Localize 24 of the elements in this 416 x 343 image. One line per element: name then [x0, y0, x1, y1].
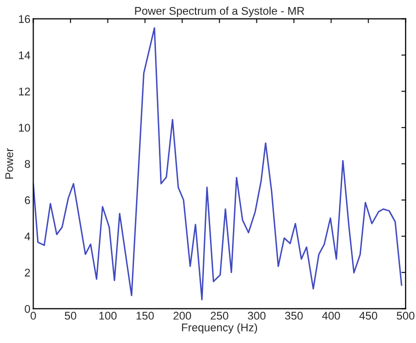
- y-tick-label: 10: [18, 124, 30, 132]
- x-tick-label: 0: [30, 312, 36, 320]
- y-tick-label: 0: [24, 304, 30, 313]
- x-tick-label: 350: [285, 312, 303, 320]
- y-tick-label: 8: [24, 160, 30, 168]
- x-tick-label: 250: [210, 312, 228, 320]
- x-tick-label: 300: [248, 312, 266, 320]
- y-tick-label: 2: [24, 268, 30, 276]
- y-tick-label: 4: [24, 232, 30, 240]
- y-tick-label: 16: [18, 15, 30, 23]
- x-tick-label: 500: [396, 312, 414, 320]
- x-tick-label: 50: [64, 312, 76, 320]
- x-tick-label: 100: [99, 312, 117, 320]
- x-tick-label: 450: [359, 312, 378, 320]
- x-tick-label: 150: [136, 312, 154, 320]
- y-tick-label: 12: [18, 88, 30, 96]
- line-series: [33, 27, 402, 300]
- chart-title: Power Spectrum of a Systole - MR: [135, 6, 304, 18]
- x-tick-label: 200: [174, 312, 192, 320]
- y-tick-label: 14: [18, 51, 30, 60]
- y-tick-label: 6: [24, 196, 30, 204]
- y-axis-title: Power: [5, 148, 14, 179]
- x-tick-label: 400: [322, 312, 340, 320]
- x-axis-title: Frequency (Hz): [182, 323, 258, 334]
